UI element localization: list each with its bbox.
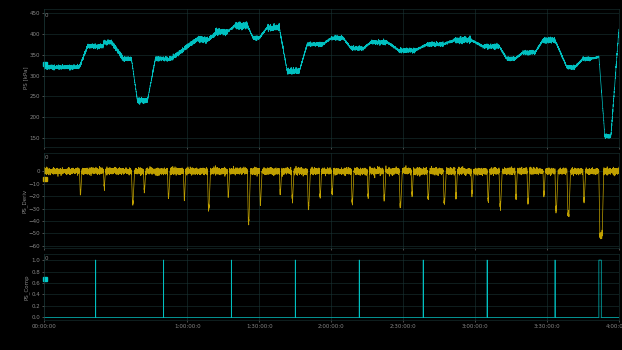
Text: 0: 0 (45, 256, 48, 261)
Y-axis label: PS_Deriv: PS_Deriv (21, 188, 27, 212)
Text: 0: 0 (45, 13, 48, 18)
Y-axis label: PS [kPa]: PS [kPa] (23, 66, 28, 89)
Text: 0: 0 (45, 155, 48, 160)
Y-axis label: PS_Comp: PS_Comp (24, 274, 30, 300)
